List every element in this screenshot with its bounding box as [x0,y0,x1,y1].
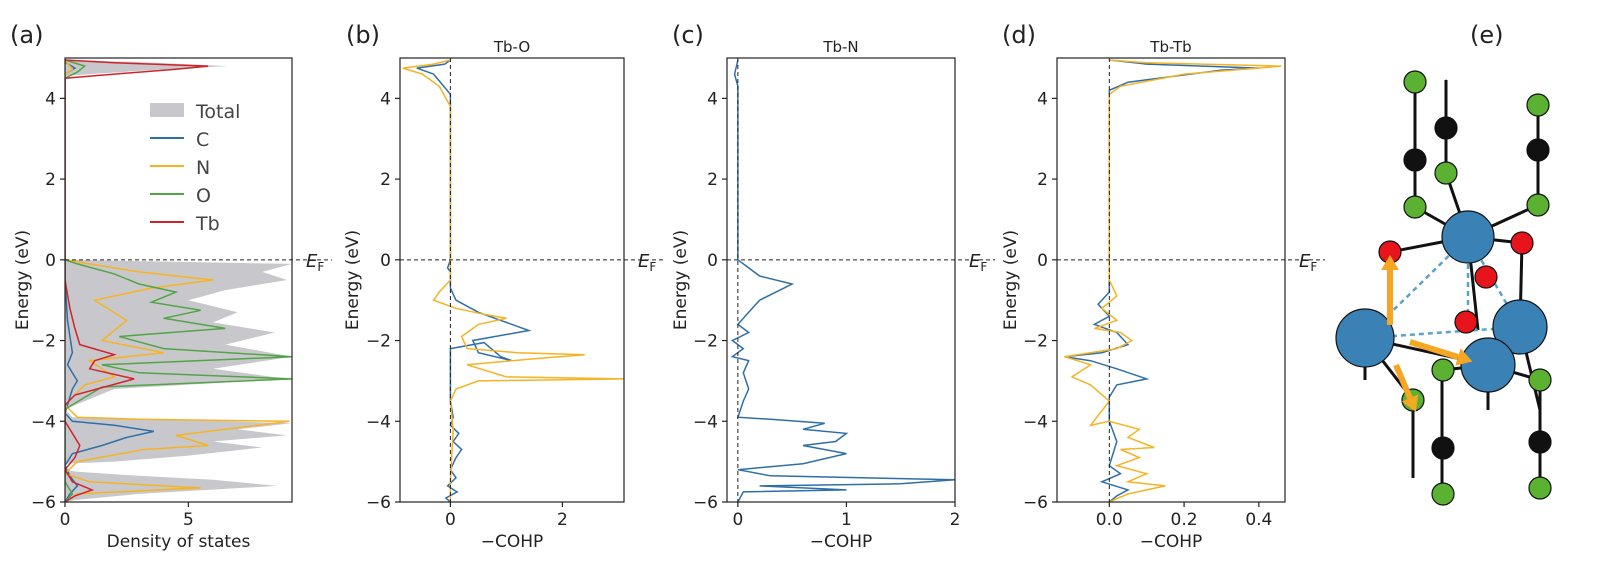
oxygen-atom [1455,311,1477,333]
y-tick-label: −6 [366,493,391,513]
y-tick-label: 0 [1037,251,1048,271]
x-axis-label: −COHP [1140,532,1203,552]
panel-letter: (d) [1002,21,1036,49]
x-axis-label: −COHP [481,532,544,552]
x-tick-label: 0 [732,510,743,530]
y-tick-label: 0 [707,251,718,271]
series-line-c [732,60,955,502]
fermi-label: EF [969,251,987,274]
x-axis-label: Density of states [107,532,251,552]
carbon-atom [1529,431,1551,453]
chart-panel-2: (b) Tb-O EF −6 −4 −2 0 2 4 0 2 −COHP Energy (eV) [343,21,664,552]
y-tick-label: −4 [366,412,391,432]
y-tick-label: 4 [707,89,718,109]
series-line-c [1065,60,1259,502]
fermi-label: EF [638,251,656,274]
x-axis-label: −COHP [810,532,873,552]
y-tick-label: −2 [1023,332,1048,352]
terbium-atom [1461,338,1515,392]
y-axis-label: Energy (eV) [343,230,363,330]
plot-frame [727,58,955,502]
legend-label-n: N [196,157,210,179]
legend-label-tb: Tb [195,213,220,235]
y-tick-label: 0 [380,251,391,271]
terbium-atom [1442,211,1494,263]
series-line-n [403,60,624,502]
y-tick-label: −6 [1023,493,1048,513]
panel-letter: (c) [672,21,704,49]
series-line-n [1065,60,1282,502]
chart-panel-3: (c) Tb-N EF −6 −4 −2 0 2 4 0 1 2 −COHP Energy (eV) [671,21,995,552]
y-tick-label: 4 [1037,89,1048,109]
terbium-atom [1336,309,1394,367]
plot-frame [400,58,624,502]
y-tick-label: −2 [31,332,56,352]
panel-title: Tb-N [822,38,858,56]
nitrogen-atom [1527,194,1549,216]
x-tick-label: 5 [183,510,194,530]
y-tick-label: 4 [380,89,391,109]
x-tick-label: 2 [557,510,568,530]
panel-letter: (b) [346,21,380,49]
y-tick-label: 2 [707,170,718,190]
y-tick-label: 4 [45,89,56,109]
y-tick-label: −4 [1023,412,1048,432]
y-axis-label: Energy (eV) [13,230,33,330]
fermi-label: EF [1299,251,1317,274]
x-tick-label: 0 [445,510,456,530]
y-tick-label: −2 [693,332,718,352]
y-tick-label: 0 [45,251,56,271]
panel-letter: (a) [10,21,43,49]
y-tick-label: −6 [693,493,718,513]
oxygen-atom [1475,266,1497,288]
x-tick-label: 0.2 [1171,510,1198,530]
molecular-structure: (e) [1336,21,1551,505]
y-tick-label: 2 [380,170,391,190]
legend-swatch-total [150,103,184,117]
legend: Total CNO Tb [150,101,240,235]
x-tick-label: 1 [841,510,852,530]
nitrogen-atom [1432,359,1454,381]
nitrogen-atom [1432,483,1454,505]
y-tick-label: −2 [366,332,391,352]
legend-label-o: O [196,185,211,207]
fermi-label: EF [306,251,324,274]
panel-title: Tb-Tb [1149,38,1191,56]
carbon-atom [1432,437,1454,459]
nitrogen-atom [1404,71,1426,93]
y-tick-label: −4 [693,412,718,432]
x-tick-label: 0.4 [1245,510,1272,530]
oxygen-atom [1511,232,1533,254]
y-tick-label: −6 [31,493,56,513]
y-tick-label: 2 [45,170,56,190]
y-axis-label: Energy (eV) [1001,230,1021,330]
panel-letter: (e) [1470,21,1504,49]
nitrogen-atom [1435,162,1457,184]
panel-title: Tb-O [493,38,530,56]
nitrogen-atom [1404,196,1426,218]
x-tick-label: 2 [950,510,961,530]
y-tick-label: −4 [31,412,56,432]
nitrogen-atom [1527,94,1549,116]
carbon-atom [1404,149,1426,171]
legend-label-total: Total [195,101,240,123]
y-tick-label: 2 [1037,170,1048,190]
legend-label-c: C [196,129,209,151]
y-axis-label: Energy (eV) [671,230,691,330]
nitrogen-atom [1529,369,1551,391]
nitrogen-atom [1529,477,1551,499]
x-tick-label: 0 [60,510,71,530]
chart-panel-4: (d) Tb-Tb EF −6 −4 −2 0 2 4 0.0 0.2 0.4 −COHP Energy … [1001,21,1325,552]
series-line-c [417,60,529,502]
carbon-atom [1435,117,1457,139]
carbon-atom [1527,139,1549,161]
plot-frame [1057,58,1285,502]
x-tick-label: 0.0 [1096,510,1123,530]
